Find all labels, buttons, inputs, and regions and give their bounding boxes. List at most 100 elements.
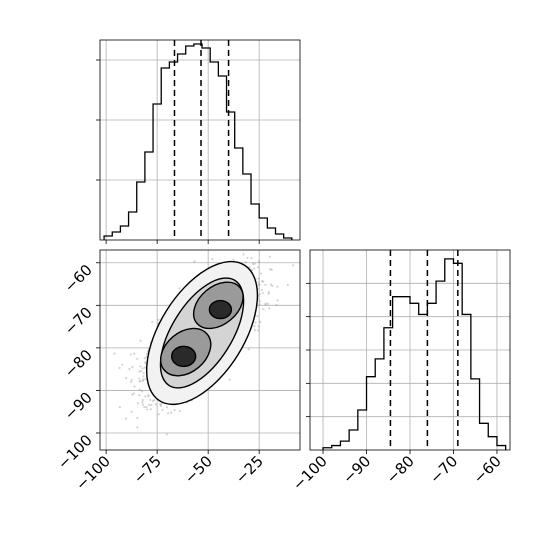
scatter-point — [165, 406, 169, 409]
x-tick-label: −60 — [470, 452, 505, 487]
scatter-point — [133, 385, 136, 388]
scatter-point — [264, 302, 267, 305]
scatter-point — [257, 329, 260, 332]
scatter-point — [159, 404, 163, 408]
scatter-point — [260, 288, 263, 292]
scatter-point — [136, 426, 139, 429]
scatter-point — [256, 266, 260, 269]
scatter-point — [257, 277, 260, 280]
scatter-point — [292, 264, 295, 267]
x-tick-label: −25 — [232, 452, 267, 487]
scatter-point — [142, 375, 145, 378]
scatter-point — [145, 352, 149, 355]
scatter-point — [129, 353, 133, 356]
x-tick-label: −100 — [289, 452, 331, 494]
scatter-point — [157, 413, 160, 416]
y-tick-label: −70 — [61, 303, 96, 338]
scatter-point — [251, 262, 255, 265]
joint-scatter-panel: −100 −75 −50 −25−60−70−80−90−100 — [54, 236, 301, 494]
scatter-point — [268, 255, 271, 258]
scatter-point — [246, 256, 249, 259]
y-histogram-steps — [322, 258, 507, 450]
scatter-point — [261, 279, 264, 283]
scatter-point — [131, 393, 134, 396]
scatter-point — [269, 268, 272, 271]
x-marginal-histogram-panel — [96, 39, 301, 244]
scatter-point — [170, 411, 173, 414]
scatter-point — [242, 253, 245, 256]
scatter-point — [275, 303, 278, 307]
scatter-point — [247, 348, 250, 351]
scatter-point — [151, 320, 154, 324]
scatter-point — [232, 258, 235, 261]
scatter-point — [139, 379, 142, 383]
scatter-point — [257, 325, 260, 328]
x-tick-label: −80 — [383, 452, 418, 487]
scatter-point — [139, 365, 142, 368]
y-tick-label: −80 — [61, 346, 96, 381]
scatter-point — [141, 403, 144, 406]
scatter-point — [261, 291, 264, 295]
scatter-point — [132, 392, 136, 395]
y-marginal-histogram-panel: −100 −90 −80 −70 −60 — [289, 249, 511, 494]
y-histogram-frame — [309, 249, 511, 451]
scatter-point — [136, 416, 139, 420]
density-core-lower — [170, 345, 197, 368]
scatter-point — [244, 236, 246, 238]
scatter-point — [138, 380, 141, 383]
scatter-point — [141, 401, 144, 404]
scatter-point — [264, 283, 267, 287]
scatter-point — [152, 399, 155, 403]
scatter-point — [257, 260, 261, 263]
scatter-point — [144, 395, 147, 398]
scatter-point — [138, 377, 141, 380]
scatter-point — [159, 403, 162, 406]
scatter-point — [211, 258, 214, 261]
scatter-point — [136, 402, 140, 405]
scatter-point — [130, 410, 133, 413]
x-tick-label: −75 — [130, 452, 165, 487]
y-tick-label: −60 — [61, 261, 96, 296]
scatter-point — [146, 408, 149, 411]
scatter-point — [141, 379, 145, 382]
scatter-point — [253, 262, 256, 265]
scatter-point — [161, 408, 164, 411]
scatter-point — [258, 292, 261, 296]
scatter-point — [258, 303, 261, 306]
scatter-point — [153, 398, 156, 402]
scatter-point — [259, 272, 263, 275]
scatter-point — [250, 257, 253, 260]
scatter-point — [157, 318, 160, 321]
scatter-point — [254, 321, 257, 324]
scatter-point — [138, 388, 141, 391]
scatter-point — [113, 352, 116, 355]
scatter-point — [144, 361, 147, 364]
scatter-point — [165, 433, 168, 436]
scatter-point — [259, 320, 262, 324]
scatter-point — [141, 398, 144, 402]
x-tick-label: −90 — [339, 452, 374, 487]
scatter-point — [244, 261, 247, 264]
scatter-point — [154, 403, 157, 406]
scatter-point — [271, 284, 274, 288]
scatter-point — [149, 408, 152, 411]
scatter-point — [270, 268, 273, 271]
scatter-point — [243, 241, 245, 243]
x-tick-label: −70 — [426, 452, 461, 487]
scatter-point — [133, 352, 136, 355]
scatter-point — [124, 377, 128, 380]
x-histogram-steps — [103, 43, 293, 240]
scatter-point — [124, 417, 128, 420]
scatter-point — [276, 285, 279, 288]
scatter-point — [145, 405, 148, 409]
scatter-point — [121, 363, 124, 366]
scatter-point — [130, 378, 133, 381]
scatter-point — [276, 299, 279, 302]
scatter-point — [138, 393, 141, 397]
scatter-point — [286, 283, 289, 286]
scatter-point — [147, 395, 150, 398]
scatter-point — [253, 329, 256, 332]
x-histogram-frame — [99, 39, 301, 241]
scatter-point — [253, 267, 256, 270]
